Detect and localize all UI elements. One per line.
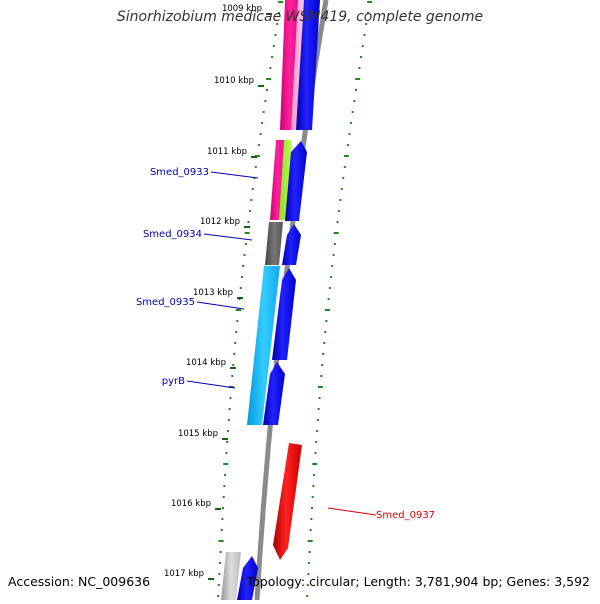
tick-label: 1015 kbp	[178, 429, 218, 439]
gene-leader-line	[186, 380, 236, 389]
cds-forward-5	[263, 362, 285, 425]
cds-forward-1	[296, 0, 320, 130]
cds-forward-6	[237, 556, 258, 600]
gene-label: Smed_0937	[376, 510, 435, 521]
cog-block-green	[279, 140, 292, 220]
tick-label: 1010 kbp	[214, 76, 254, 86]
gc-inner-ring	[217, 1, 284, 597]
forward-strand-lane	[237, 0, 320, 600]
tick-label: 1011 kbp	[207, 147, 247, 157]
gene-label: Smed_0934	[143, 229, 202, 240]
tick-label: 1014 kbp	[186, 358, 226, 368]
gene-leaders: Smed_0933 Smed_0934 Smed_0935 pyrB Smed_0937	[136, 167, 435, 521]
cog-block-gray	[265, 222, 283, 265]
cog-block-cyan	[247, 266, 280, 425]
gene-label: Smed_0933	[150, 167, 209, 178]
cog-lane	[221, 0, 305, 600]
map-title: Sinorhizobium medicae WSM419, complete g…	[116, 9, 484, 25]
cds-forward-2	[285, 141, 307, 221]
tick-label: 1009 kbp	[222, 4, 262, 14]
tick-label: 1016 kbp	[171, 499, 211, 509]
tick-label: 1013 kbp	[193, 288, 233, 298]
cog-block-lightgray	[221, 552, 241, 600]
cds-forward-3	[282, 224, 301, 265]
gene-label: pyrB	[162, 376, 185, 387]
gene-leader-line	[210, 171, 259, 179]
topology-text: Topology: circular; Length: 3,781,904 bp…	[246, 574, 590, 589]
gene-leader-line	[203, 233, 253, 241]
gene-label: Smed_0935	[136, 297, 195, 308]
gene-leader-line	[196, 301, 245, 310]
gene-leader-line	[327, 507, 377, 516]
tick-label: 1017 kbp	[164, 569, 204, 579]
accession-text: Accession: NC_009636	[8, 574, 151, 589]
tick-marks: 1009 kbp 1010 kbp 1011 kbp 1012 kbp 1013 kbp…	[164, 4, 272, 580]
cog-block-pink-light	[291, 0, 305, 130]
tick-label: 1012 kbp	[200, 217, 240, 227]
cds-reverse-1	[273, 443, 302, 560]
gc-outer-ring	[306, 1, 373, 597]
reverse-strand-lane	[273, 443, 302, 560]
cds-forward-4	[272, 268, 296, 360]
